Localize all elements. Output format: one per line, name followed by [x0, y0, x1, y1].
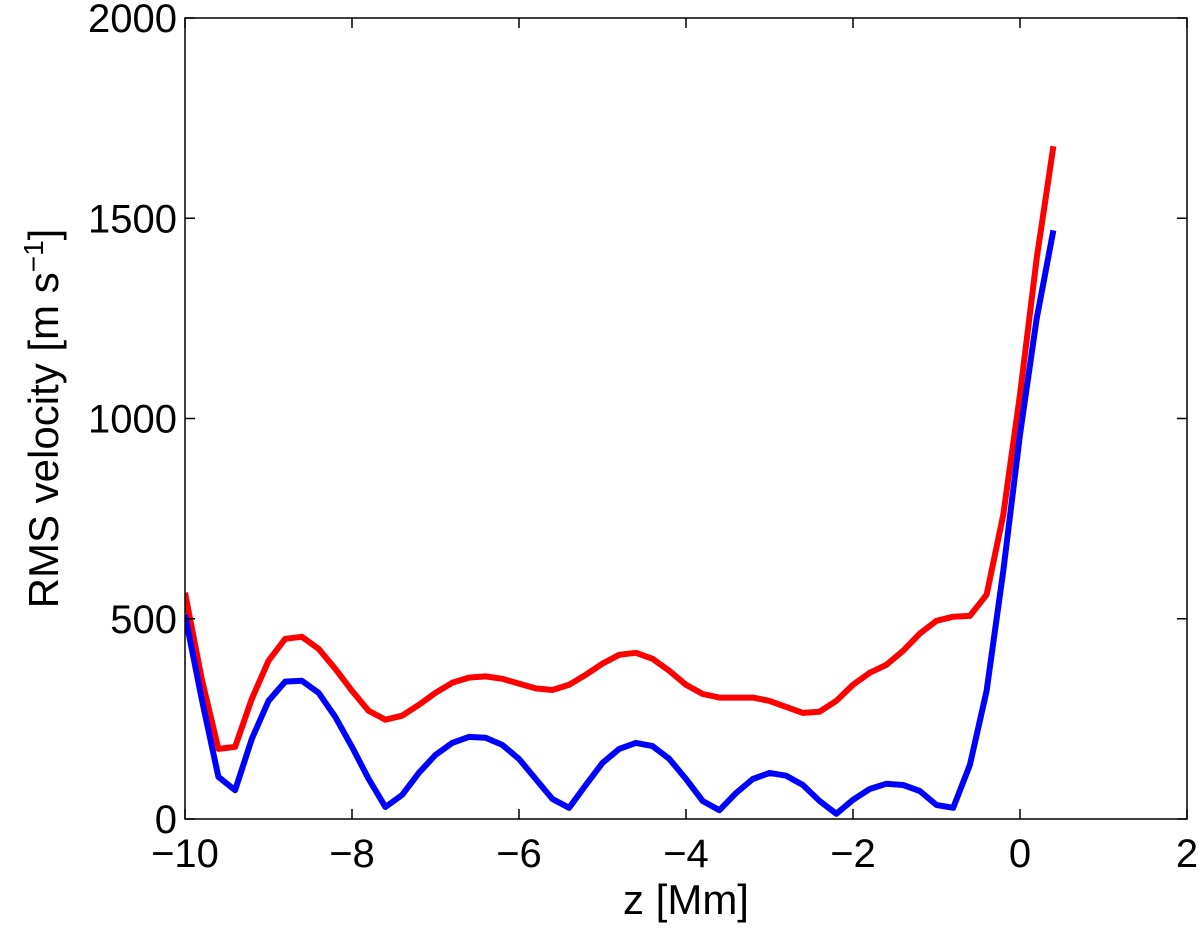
x-tick-label: −6 — [496, 832, 542, 876]
series-line-blue — [185, 229, 1057, 817]
y-tick-label: 1000 — [88, 398, 177, 442]
y-axis-label: RMS velocity [m s−1] — [18, 229, 68, 609]
axis-ticks: −10 −8 −6 −4 −2 0 2 0 500 1000 1500 2000 — [88, 0, 1198, 876]
y-tick-label: 1500 — [88, 197, 177, 241]
x-axis-label: z [Mm] — [623, 876, 749, 923]
y-axis-label-main: RMS velocity [m s — [20, 272, 67, 608]
x-tick-label: 2 — [1176, 832, 1198, 876]
x-tick-label: −4 — [663, 832, 709, 876]
series-line-red — [185, 145, 1057, 752]
x-tick-label: 0 — [1009, 832, 1031, 876]
y-axis-label-close: ] — [20, 229, 67, 241]
y-tick-label: 2000 — [88, 0, 177, 41]
plot-frame — [184, 17, 1188, 820]
x-tick-label: −10 — [151, 832, 219, 876]
y-axis-label-superscript: −1 — [18, 240, 49, 272]
plot-marks — [185, 145, 1057, 817]
x-tick-label: −8 — [329, 832, 375, 876]
y-tick-label: 0 — [155, 798, 177, 842]
x-tick-label: −2 — [830, 832, 876, 876]
y-tick-label: 500 — [110, 598, 177, 642]
